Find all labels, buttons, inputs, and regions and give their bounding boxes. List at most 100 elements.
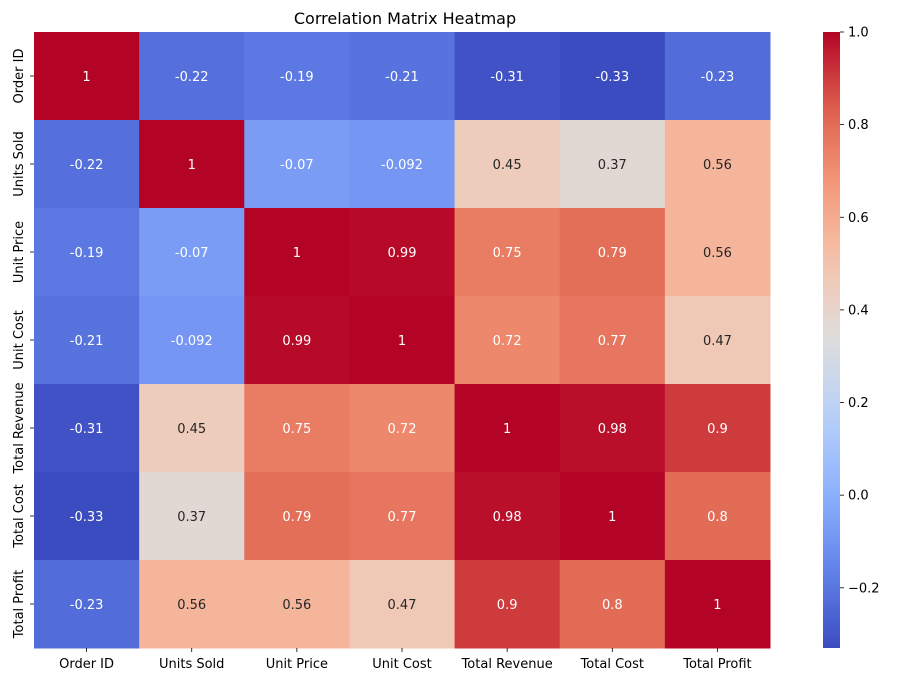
heatmap-cell xyxy=(559,384,666,473)
y-tick-label: Units Sold xyxy=(12,131,27,196)
x-tick-label: Total Cost xyxy=(580,657,644,672)
cell-label: 0.75 xyxy=(282,422,311,437)
cell-label: 0.72 xyxy=(493,334,522,349)
heatmap-cell xyxy=(559,560,666,649)
cell-label: 1 xyxy=(503,422,511,437)
cell-label: -0.31 xyxy=(490,70,524,85)
heatmap-cell xyxy=(34,384,140,473)
cell-annotations: 1 -0.22 -0.19 -0.21 -0.31 -0.33 -0.23 -0.22 1 -0.… xyxy=(70,70,734,613)
heatmap-cell xyxy=(139,560,245,649)
cell-label: 0.72 xyxy=(388,422,417,437)
cell-label: -0.22 xyxy=(70,158,104,173)
cell-label: -0.07 xyxy=(175,246,209,261)
cell-label: 0.8 xyxy=(707,510,728,525)
x-tick-label: Unit Price xyxy=(266,657,328,672)
cell-label: -0.092 xyxy=(171,334,213,349)
cell-label: 0.37 xyxy=(598,158,627,173)
colorbar-tick-label: 0.0 xyxy=(848,489,869,504)
heatmap-cell xyxy=(139,120,245,209)
cell-label: 0.47 xyxy=(388,598,417,613)
cell-label: -0.21 xyxy=(70,334,104,349)
heatmap-cell xyxy=(559,208,666,297)
cell-label: 0.77 xyxy=(598,334,627,349)
heatmap-cell xyxy=(454,296,561,385)
heatmap-cell xyxy=(559,120,666,209)
cell-label: 0.56 xyxy=(177,598,206,613)
cell-label: -0.07 xyxy=(280,158,314,173)
cell-label: -0.23 xyxy=(701,70,735,85)
cell-label: 1 xyxy=(398,334,406,349)
cell-label: 0.75 xyxy=(493,246,522,261)
cell-label: -0.31 xyxy=(70,422,104,437)
heatmap-cell xyxy=(349,472,456,561)
heatmap-cell xyxy=(139,472,245,561)
cell-label: 0.79 xyxy=(598,246,627,261)
heatmap-cell xyxy=(664,120,771,209)
colorbar-tick-label: 0.6 xyxy=(848,211,869,226)
heatmap-cell xyxy=(559,32,666,121)
colorbar-tick-label: 0.8 xyxy=(848,118,869,133)
x-tick-label: Order ID xyxy=(59,657,114,672)
cell-label: 0.9 xyxy=(707,422,728,437)
cell-label: 0.99 xyxy=(388,246,417,261)
cell-label: -0.21 xyxy=(385,70,419,85)
cell-label: -0.19 xyxy=(70,246,104,261)
heatmap-cell xyxy=(349,384,456,473)
heatmap-cell xyxy=(34,32,140,121)
cell-label: -0.33 xyxy=(70,510,104,525)
heatmap-cell xyxy=(664,472,771,561)
colorbar-tick-label: 1.0 xyxy=(848,26,869,41)
x-axis: Order ID Units Sold Unit Price Unit Cost Tot… xyxy=(59,648,752,672)
cell-label: 0.37 xyxy=(177,510,206,525)
heatmap-cell xyxy=(664,384,771,473)
cell-label: -0.19 xyxy=(280,70,314,85)
y-tick-label: Total Revenue xyxy=(12,382,27,474)
heatmap-cell xyxy=(349,208,456,297)
colorbar-gradient xyxy=(823,32,840,648)
x-tick-label: Total Revenue xyxy=(461,657,553,672)
y-tick-label: Total Cost xyxy=(12,484,27,548)
cell-label: 0.99 xyxy=(282,334,311,349)
heatmap-cell xyxy=(559,296,666,385)
cell-label: 1 xyxy=(608,510,616,525)
cell-label: 0.8 xyxy=(602,598,623,613)
cell-label: 0.45 xyxy=(493,158,522,173)
heatmap-cell xyxy=(664,296,771,385)
heatmap-cell xyxy=(244,208,350,297)
heatmap-cell xyxy=(454,120,561,209)
y-tick-label: Unit Price xyxy=(12,221,27,283)
cell-label: 1 xyxy=(293,246,301,261)
cell-label: 0.56 xyxy=(282,598,311,613)
x-tick-label: Units Sold xyxy=(159,657,224,672)
heatmap-cell xyxy=(244,120,350,209)
heatmap-cell xyxy=(244,32,350,121)
colorbar-tick-label: 0.2 xyxy=(848,396,869,411)
chart-title: Correlation Matrix Heatmap xyxy=(294,9,516,28)
cell-label: 0.98 xyxy=(493,510,522,525)
heatmap-cell xyxy=(454,208,561,297)
heatmap-cell xyxy=(349,560,456,649)
heatmap-cell xyxy=(664,32,771,121)
heatmap-cells xyxy=(34,32,771,649)
cell-label: -0.33 xyxy=(595,70,629,85)
cell-label: 0.45 xyxy=(177,422,206,437)
x-tick-label: Total Profit xyxy=(682,657,751,672)
heatmap-cell xyxy=(244,560,350,649)
cell-label: 0.47 xyxy=(703,334,732,349)
x-tick-label: Unit Cost xyxy=(372,657,432,672)
heatmap-cell xyxy=(244,472,350,561)
heatmap-cell xyxy=(349,296,456,385)
heatmap-cell xyxy=(139,384,245,473)
heatmap-cell xyxy=(664,208,771,297)
cell-label: -0.092 xyxy=(381,158,423,173)
cell-label: 0.9 xyxy=(497,598,518,613)
y-axis: Order ID Units Sold Unit Price Unit Cost Tot… xyxy=(12,49,34,639)
heatmap-cell xyxy=(139,296,245,385)
heatmap-cell xyxy=(454,32,561,121)
cell-label: 0.79 xyxy=(282,510,311,525)
heatmap-cell xyxy=(454,384,561,473)
cell-label: -0.23 xyxy=(70,598,104,613)
cell-label: 0.56 xyxy=(703,246,732,261)
colorbar-tick-label: 0.4 xyxy=(848,303,869,318)
